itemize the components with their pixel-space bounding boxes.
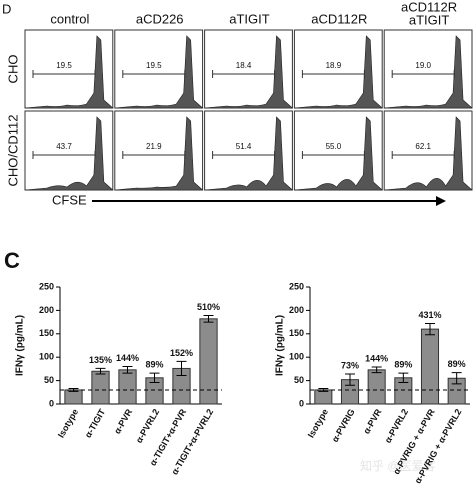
bar bbox=[118, 369, 137, 405]
x-tick-label: α-PVR bbox=[112, 407, 134, 436]
y-tick-label: 0 bbox=[49, 398, 54, 408]
histogram bbox=[294, 116, 383, 191]
row-label: CHO bbox=[5, 55, 20, 84]
x-tick-label: α-PVRL2 bbox=[383, 407, 410, 445]
panel-letter: C bbox=[4, 248, 20, 273]
gate-value: 18.4 bbox=[236, 61, 252, 70]
x-axis-label: CFSE bbox=[52, 192, 87, 207]
gate-value: 62.1 bbox=[415, 142, 431, 151]
error-bar bbox=[425, 323, 435, 336]
histogram bbox=[294, 35, 383, 109]
row-label: CHO/CD112 bbox=[5, 114, 20, 186]
x-tick-label: α-PVR bbox=[361, 407, 383, 436]
error-bar bbox=[371, 366, 382, 374]
column-header: aCD112R bbox=[401, 0, 457, 14]
annotation: 89% bbox=[394, 359, 412, 369]
x-tick-label: α-PVRIG bbox=[330, 407, 357, 444]
histogram bbox=[114, 116, 204, 191]
y-tick-label: 0 bbox=[299, 398, 304, 408]
x-tick-label: α-PVRIG + α-PVRL2 bbox=[413, 407, 464, 485]
column-header: aCD226 bbox=[136, 11, 184, 26]
error-bar bbox=[203, 315, 214, 323]
y-tick-label: 100 bbox=[289, 352, 304, 362]
error-bar bbox=[95, 367, 106, 375]
histogram bbox=[24, 35, 114, 109]
gate-value: 51.4 bbox=[236, 142, 252, 151]
gate-value: 18.9 bbox=[326, 61, 342, 70]
y-tick-label: 250 bbox=[289, 281, 304, 291]
x-tick-label: α-PVRL2 bbox=[134, 407, 161, 445]
column-header: control bbox=[50, 11, 89, 26]
annotation: 89% bbox=[448, 359, 466, 369]
watermark: 知乎 @医爱客 bbox=[360, 458, 436, 473]
error-bar bbox=[345, 373, 355, 386]
error-bar bbox=[451, 372, 462, 385]
annotation: 431% bbox=[418, 310, 441, 320]
gate-value: 19.0 bbox=[415, 61, 431, 70]
bar bbox=[64, 389, 83, 405]
x-tick-label: α-TIGIT bbox=[83, 407, 108, 440]
y-axis-label: IFNγ (pg/mL) bbox=[275, 315, 286, 376]
error-bar bbox=[398, 372, 409, 383]
x-tick-label: Isotype bbox=[56, 407, 80, 439]
arrow-head bbox=[436, 196, 446, 206]
histogram bbox=[204, 35, 294, 109]
gate-value: 21.9 bbox=[146, 142, 162, 151]
histogram bbox=[204, 116, 294, 191]
y-tick-label: 50 bbox=[44, 375, 54, 385]
bar bbox=[367, 369, 386, 405]
annotation: 135% bbox=[89, 355, 112, 365]
y-tick-label: 250 bbox=[39, 281, 54, 291]
bar bbox=[199, 318, 218, 405]
column-header: aTIGIT bbox=[229, 11, 270, 26]
gate-value: 19.5 bbox=[146, 61, 162, 70]
histogram bbox=[114, 35, 204, 109]
column-header: aTIGIT bbox=[409, 12, 450, 27]
y-tick-label: 150 bbox=[39, 328, 54, 338]
annotation: 89% bbox=[145, 359, 163, 369]
histogram bbox=[24, 116, 114, 191]
gate-value: 43.7 bbox=[56, 142, 72, 151]
annotation: 152% bbox=[170, 348, 193, 358]
y-axis-label: IFNγ (pg/mL) bbox=[15, 315, 26, 376]
panel-letter: D bbox=[2, 1, 11, 16]
bar bbox=[314, 389, 333, 405]
error-bar bbox=[318, 388, 329, 392]
bar bbox=[91, 370, 110, 405]
error-bar bbox=[68, 388, 79, 392]
bar bbox=[420, 328, 440, 405]
annotation: 510% bbox=[197, 302, 220, 312]
annotation: 144% bbox=[116, 353, 139, 363]
gate-value: 19.5 bbox=[56, 61, 72, 70]
histogram bbox=[384, 116, 473, 191]
y-tick-label: 50 bbox=[294, 375, 304, 385]
histogram bbox=[384, 35, 473, 109]
y-tick-label: 150 bbox=[289, 328, 304, 338]
x-tick-label: Isotype bbox=[306, 407, 330, 439]
y-tick-label: 200 bbox=[289, 305, 304, 315]
error-bar bbox=[149, 372, 160, 383]
column-header: aCD112R bbox=[311, 11, 367, 26]
annotation: 73% bbox=[341, 360, 359, 370]
y-tick-label: 100 bbox=[39, 352, 54, 362]
gate-value: 55.0 bbox=[326, 142, 342, 151]
error-bar bbox=[176, 360, 187, 376]
error-bar bbox=[122, 366, 133, 374]
annotation: 144% bbox=[365, 353, 388, 363]
y-tick-label: 200 bbox=[39, 305, 54, 315]
